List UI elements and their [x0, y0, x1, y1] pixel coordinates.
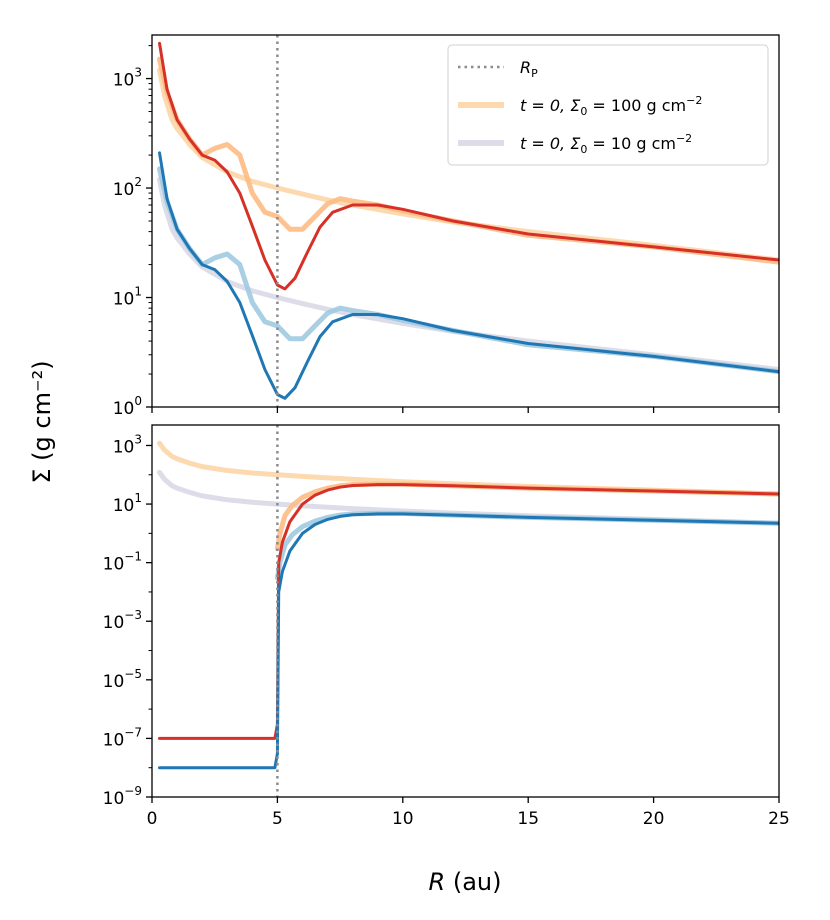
y-tick-label: 103: [113, 66, 142, 91]
y-axis-label: Σ (g cm⁻²): [28, 360, 56, 483]
series-line-1: [157, 176, 779, 372]
y-tick-label: 103: [113, 432, 142, 457]
y-tick-label: 10−5: [103, 667, 142, 692]
x-tick-label: 25: [768, 809, 790, 829]
series-group: [157, 41, 779, 400]
x-axis-label-var: R: [429, 868, 446, 896]
bottom-panel: 10−9 10−7 10−5 10−3 10−1 101 103 0 5 10 15 20 25: [103, 424, 790, 829]
series-line-3: [274, 510, 779, 581]
legend-box: [447, 44, 769, 166]
series-line-3: [157, 166, 779, 375]
y-tick-label: 101: [113, 491, 142, 516]
y-tick-label: 10−1: [103, 550, 142, 575]
series-line-4: [158, 41, 779, 291]
x-tick-label: 0: [147, 809, 158, 829]
y-tick-label: 101: [113, 285, 142, 310]
x-tick-label: 20: [643, 809, 665, 829]
series-line-5: [158, 512, 779, 770]
series-line-5: [158, 151, 779, 400]
legend-label-rp: RP: [520, 58, 538, 80]
x-axis-label: R (au): [429, 868, 502, 896]
y-tick-label: 100: [113, 394, 142, 419]
y-tick-label: 10−7: [103, 725, 142, 750]
legend-label-ic100: t = 0, Σ0 = 100 g cm−2: [520, 94, 702, 118]
axes-frame: [151, 424, 780, 798]
top-panel: 100 101 102 103 RP t = 0, Σ0 = 100 g cm−2 t = …: [113, 34, 780, 419]
legend-label-ic10: t = 0, Σ0 = 10 g cm−2: [520, 132, 692, 156]
y-tick-label: 102: [113, 175, 142, 200]
x-tick-label: 10: [392, 809, 414, 829]
legend: RP t = 0, Σ0 = 100 g cm−2 t = 0, Σ0 = 10 g…: [447, 44, 769, 166]
x-axis-label-unit: (au): [445, 868, 501, 896]
series-group: [157, 440, 779, 770]
y-tick-label: 10−3: [103, 608, 142, 633]
x-tick-label: 5: [272, 809, 283, 829]
y-tick-label: 10−9: [103, 784, 142, 809]
x-tick-label: 15: [517, 809, 539, 829]
